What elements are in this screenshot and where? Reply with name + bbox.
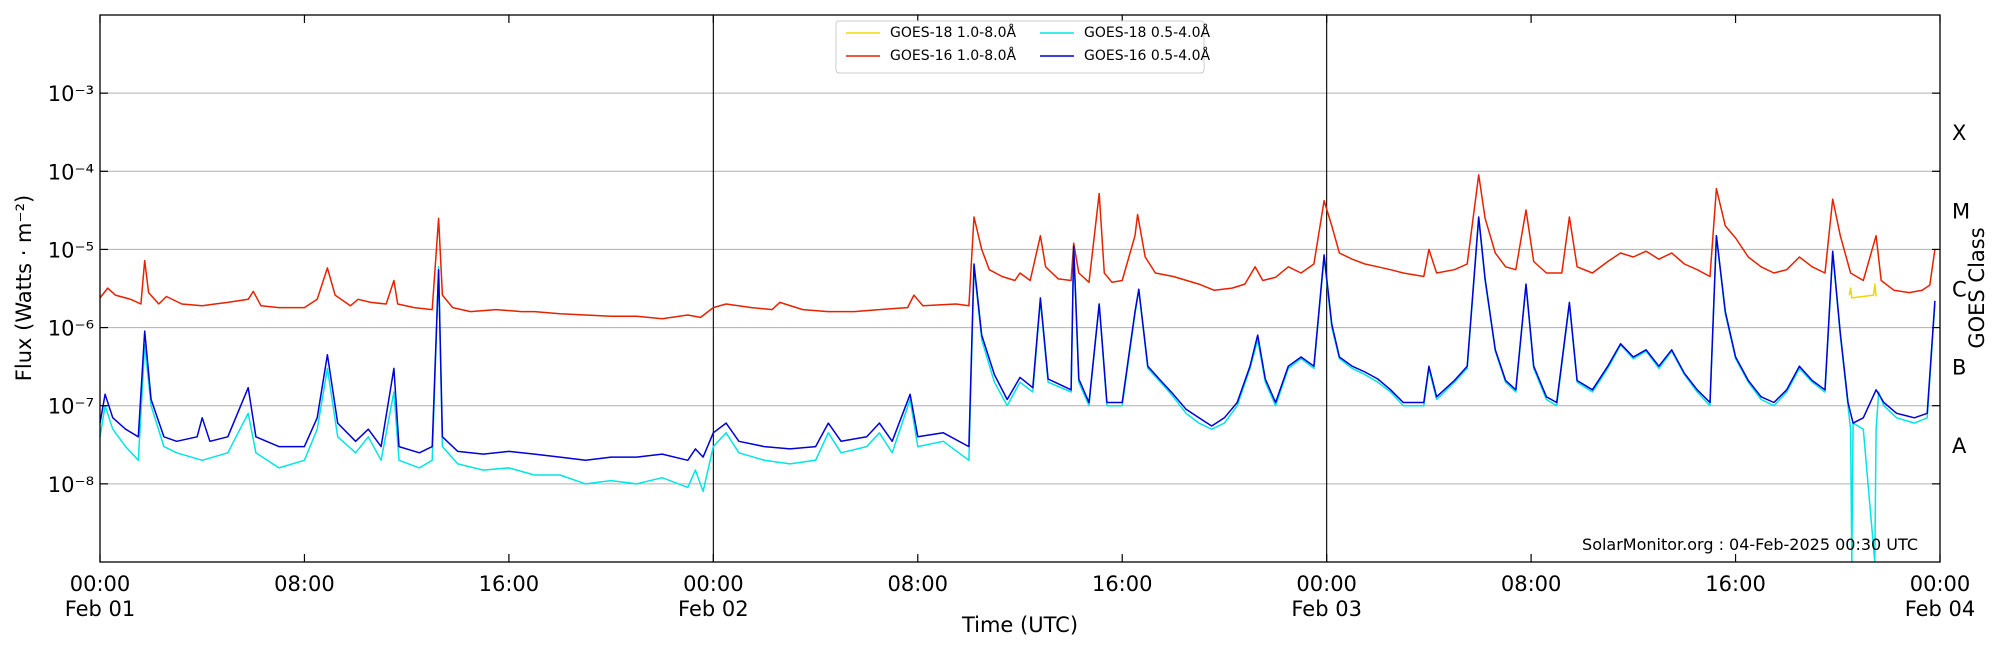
series-line-1 xyxy=(99,174,1936,320)
y2-axis-title: GOES Class xyxy=(1965,227,1989,348)
x-date-label: Feb 04 xyxy=(1905,597,1976,621)
goes-class-label: C xyxy=(1952,278,1967,302)
legend-entry: GOES-18 0.5-4.0Å xyxy=(1084,24,1210,41)
legend: GOES-18 1.0-8.0Å GOES-16 1.0-8.0Å GOES-18 … xyxy=(835,20,1210,74)
goes-class-labels: A B C M X xyxy=(1952,121,1970,458)
x-axis-title: Time (UTC) xyxy=(961,613,1078,637)
goes-class-label: X xyxy=(1952,121,1966,145)
day-boundary-lines xyxy=(712,15,1328,562)
legend-box xyxy=(835,20,1205,74)
x-tick-label: 00:00 xyxy=(1910,572,1971,596)
y-tick-label: 10⁻³ xyxy=(48,82,94,106)
series-line-0 xyxy=(1848,283,1877,299)
footer-credit: SolarMonitor.org : 04-Feb-2025 00:30 UTC xyxy=(1582,535,1918,554)
x-tick-label: 08:00 xyxy=(1501,572,1562,596)
plot-frame xyxy=(99,14,1941,563)
x-date-label: Feb 02 xyxy=(678,597,749,621)
series-lines xyxy=(99,174,1936,563)
series-line-2 xyxy=(99,217,1936,563)
y-tick-label: 10⁻⁶ xyxy=(48,317,94,341)
x-tick-label: 08:00 xyxy=(274,572,335,596)
y-axis-title: Flux (Watts · m⁻²) xyxy=(12,195,36,381)
x-tick-label: 00:00 xyxy=(70,572,131,596)
goes-class-label: M xyxy=(1952,199,1970,223)
x-tick-label: 00:00 xyxy=(683,572,744,596)
legend-entry: GOES-18 1.0-8.0Å xyxy=(890,24,1016,41)
legend-entry: GOES-16 1.0-8.0Å xyxy=(890,47,1016,64)
y-tick-label: 10⁻⁸ xyxy=(48,473,94,497)
y-tick-label: 10⁻⁵ xyxy=(48,238,94,262)
y-tick-label: 10⁻⁴ xyxy=(48,160,94,184)
grid-lines xyxy=(100,92,1940,485)
x-tick-label: 08:00 xyxy=(888,572,949,596)
x-tick-label: 16:00 xyxy=(1092,572,1153,596)
series-line-3 xyxy=(99,216,1936,462)
x-tick-label: 16:00 xyxy=(479,572,540,596)
y-tick-label: 10⁻⁷ xyxy=(48,395,94,419)
goes-class-label: A xyxy=(1952,434,1967,458)
x-tick-label: 16:00 xyxy=(1705,572,1766,596)
x-date-label: Feb 03 xyxy=(1291,597,1362,621)
legend-entry: GOES-16 0.5-4.0Å xyxy=(1084,47,1210,64)
y-tick-labels: 10⁻⁸ 10⁻⁷ 10⁻⁶ 10⁻⁵ 10⁻⁴ 10⁻³ xyxy=(48,82,94,497)
x-date-label: Feb 01 xyxy=(65,597,136,621)
axis-ticks xyxy=(99,15,1941,562)
x-tick-label: 00:00 xyxy=(1296,572,1357,596)
goes-class-label: B xyxy=(1952,356,1966,380)
